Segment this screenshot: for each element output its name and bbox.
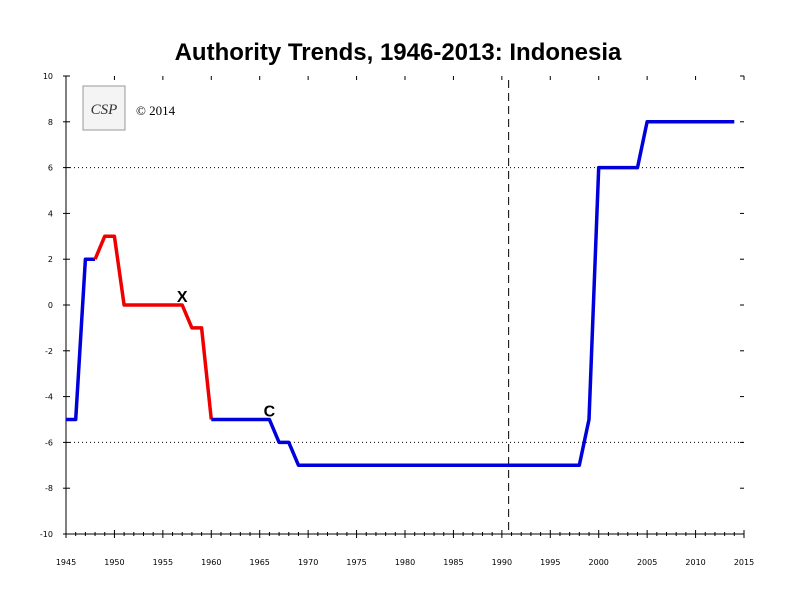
series-line-blue-2	[211, 120, 735, 468]
x-tick-label: 1965	[250, 558, 270, 567]
x-tick-label: 2005	[637, 558, 657, 567]
annotation-c: C	[264, 404, 276, 421]
x-tick-label: 1945	[56, 558, 76, 567]
logo-text: CSP	[91, 102, 118, 118]
axes: 10 8 6 4 2 0 -2 -4 -6 -8 -10 1945 1950 1955 1960 1965 19…	[40, 72, 754, 567]
x-tick-label: 1980	[395, 558, 415, 567]
x-tick-label: 1955	[153, 558, 173, 567]
x-tick-label: 1995	[540, 558, 560, 567]
series-line-red-1	[93, 234, 214, 420]
x-tick-label: 1950	[104, 558, 124, 567]
annotations: XC	[177, 289, 276, 421]
x-tick-label: 1970	[298, 558, 318, 567]
x-tick-label: 1985	[443, 558, 463, 567]
y-tick-label: 10	[43, 72, 53, 81]
series	[66, 120, 735, 468]
y-tick-label: -4	[45, 393, 53, 402]
chart-title: Authority Trends, 1946-2013: Indonesia	[175, 39, 622, 66]
x-tick-label: 1975	[346, 558, 366, 567]
x-tick-label: 1960	[201, 558, 221, 567]
annotation-x: X	[177, 289, 188, 306]
csp-logo: CSP	[82, 85, 126, 131]
y-tick-label: 2	[48, 255, 53, 264]
y-tick-label: 6	[48, 164, 53, 173]
y-tick-label: 8	[48, 118, 53, 127]
y-tick-label: 0	[48, 301, 53, 310]
y-tick-label: -6	[45, 438, 53, 447]
y-tick-label: -10	[40, 530, 53, 539]
y-tick-label: -8	[45, 484, 53, 493]
copyright-text: © 2014	[136, 103, 176, 118]
x-tick-label: 2000	[589, 558, 609, 567]
logo-box	[82, 85, 126, 131]
x-tick-label: 2015	[734, 558, 754, 567]
series-line-blue-0	[66, 257, 96, 422]
y-tick-label: 4	[48, 209, 53, 218]
y-tick-label: -2	[45, 347, 53, 356]
x-tick-label: 2010	[685, 558, 705, 567]
x-tick-label: 1990	[492, 558, 512, 567]
